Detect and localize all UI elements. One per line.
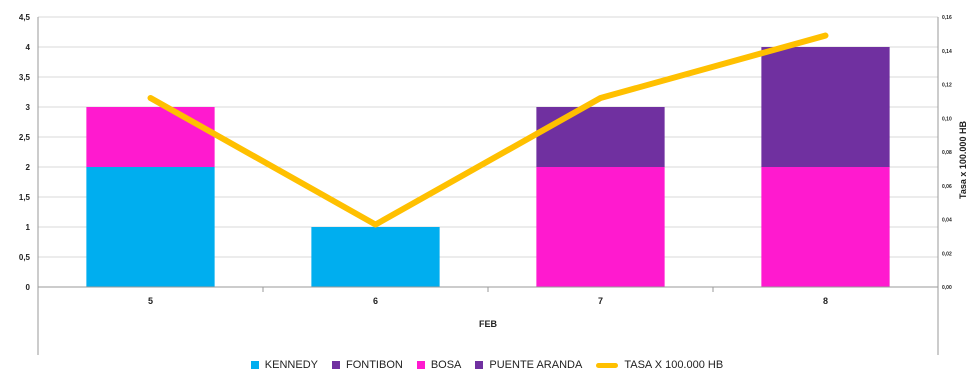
legend-item: KENNEDY bbox=[250, 359, 318, 371]
y2-tick-label: 0,04 bbox=[942, 218, 952, 224]
legend-item: FONTIBON bbox=[331, 359, 403, 371]
x-tick-label: 6 bbox=[373, 296, 378, 306]
y2-tick-label: 0,02 bbox=[942, 251, 952, 257]
y-tick-label: 1,5 bbox=[19, 193, 31, 202]
bar-bosa-5 bbox=[86, 107, 215, 167]
y-tick-label: 4,5 bbox=[19, 13, 31, 22]
bar-bosa-7 bbox=[536, 167, 665, 287]
legend-item: TASA X 100.000 HB bbox=[596, 359, 723, 371]
rate-line bbox=[147, 32, 829, 228]
bar-kennedy-5 bbox=[86, 167, 215, 287]
y2-tick-label: 0,14 bbox=[942, 49, 952, 55]
y2-tick-label: 0,10 bbox=[942, 116, 952, 122]
axes: 0 0,5 1 1,5 2 2,5 3 3,5 4 4,5 0,00 0,02 0,04 0,06 0,08… bbox=[19, 13, 952, 355]
y-tick-label: 0 bbox=[26, 283, 31, 292]
legend-swatch bbox=[331, 361, 340, 369]
y2-tick-label: 0,06 bbox=[942, 184, 952, 190]
x-tick-label: 8 bbox=[823, 296, 828, 306]
legend-label: FONTIBON bbox=[345, 359, 403, 371]
bar-kennedy-6 bbox=[311, 227, 440, 287]
legend-swatch bbox=[250, 361, 259, 369]
bar-puente-aranda-8 bbox=[761, 47, 890, 167]
right-axis-label: Tasa x 100.000 HB bbox=[958, 121, 968, 199]
y-tick-label: 2,5 bbox=[19, 133, 31, 142]
legend-label: KENNEDY bbox=[264, 359, 318, 371]
x-tick-label: 5 bbox=[148, 296, 153, 306]
y-tick-label: 3,5 bbox=[19, 73, 31, 82]
legend-item: PUENTE ARANDA bbox=[475, 359, 582, 371]
legend-item: BOSA bbox=[416, 359, 462, 371]
y2-tick-label: 0,00 bbox=[942, 285, 952, 291]
y-tick-label: 4 bbox=[26, 43, 31, 52]
legend-swatch bbox=[416, 361, 425, 369]
y2-tick-label: 0,08 bbox=[942, 150, 952, 156]
y-tick-label: 3 bbox=[26, 103, 31, 112]
chart-legend: KENNEDY FONTIBON BOSA PUENTE ARANDA TASA X 1… bbox=[0, 357, 974, 373]
legend-swatch bbox=[596, 362, 619, 368]
y2-tick-label: 0,12 bbox=[942, 83, 952, 89]
x-axis-label: FEB bbox=[479, 319, 498, 329]
legend-swatch bbox=[475, 361, 484, 369]
legend-label: BOSA bbox=[430, 359, 462, 371]
rate-line-group bbox=[147, 32, 829, 228]
y-tick-label: 2 bbox=[26, 163, 31, 172]
y2-tick-label: 0,16 bbox=[942, 15, 952, 21]
x-tick-label: 7 bbox=[598, 296, 603, 306]
legend-label: PUENTE ARANDA bbox=[489, 359, 583, 371]
bar-group bbox=[86, 47, 890, 287]
bar-puente-aranda-7 bbox=[536, 107, 665, 167]
y-tick-label: 1 bbox=[26, 223, 31, 232]
y-tick-label: 0,5 bbox=[19, 253, 31, 262]
legend-label: TASA X 100.000 HB bbox=[624, 359, 724, 371]
bar-bosa-8 bbox=[761, 167, 890, 287]
